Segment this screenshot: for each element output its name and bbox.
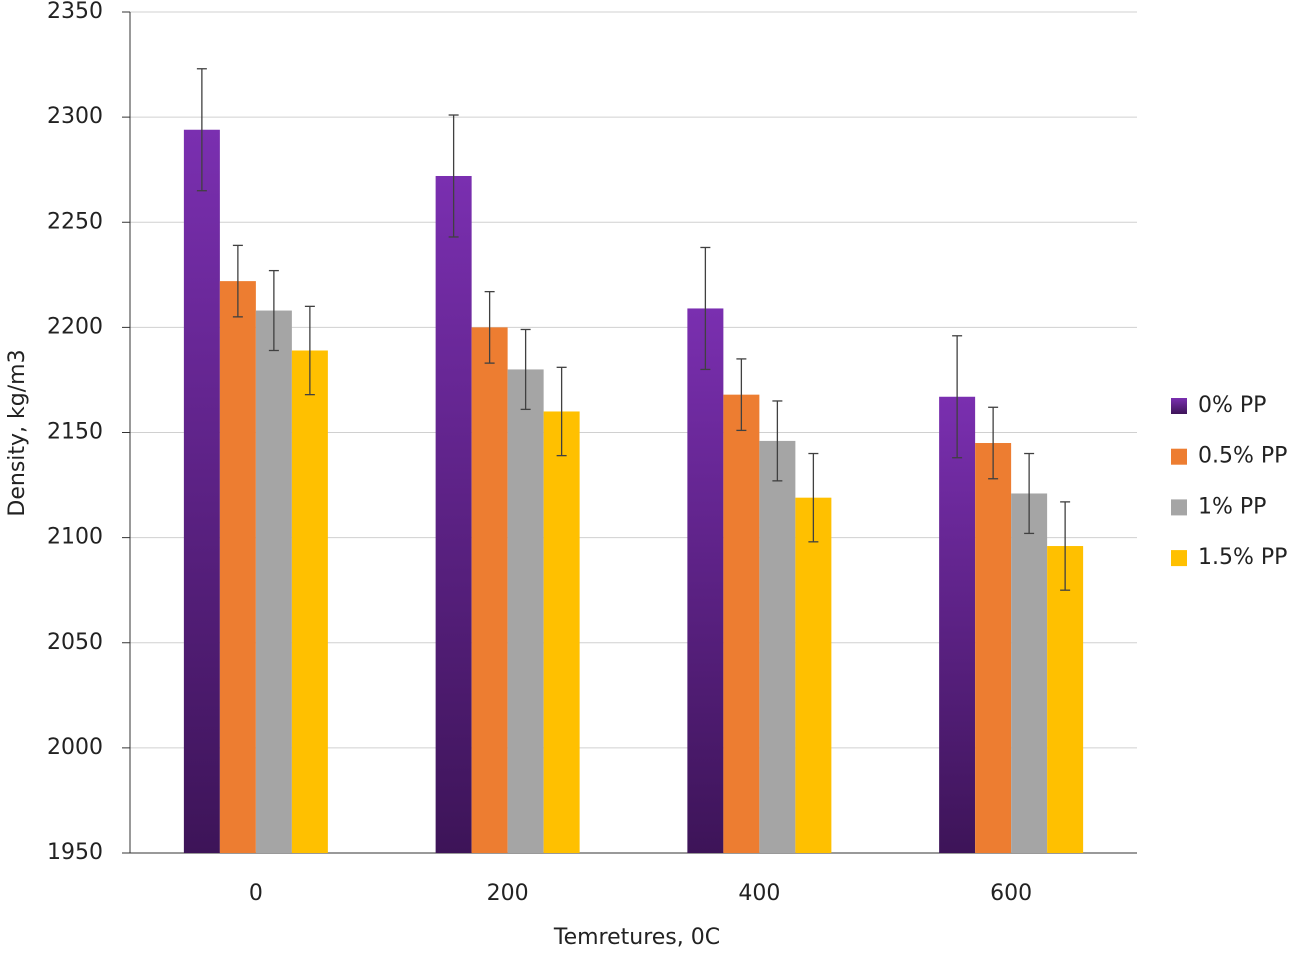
bar — [759, 440, 796, 853]
legend-swatch — [1171, 550, 1187, 567]
legend-swatch — [1171, 398, 1187, 414]
bar — [795, 497, 832, 853]
y-tick-label: 2250 — [47, 209, 103, 234]
x-tick-label: 0 — [249, 881, 263, 906]
bar — [687, 308, 724, 853]
x-tick-label: 200 — [487, 881, 529, 906]
bar — [507, 369, 544, 853]
y-tick-label: 1950 — [47, 840, 103, 865]
legend-label: 1.5% PP — [1198, 545, 1287, 570]
y-tick-label: 2050 — [47, 630, 103, 655]
x-tick-label: 400 — [738, 881, 780, 906]
y-tick-label: 2150 — [47, 420, 103, 445]
x-tick-label: 600 — [990, 881, 1032, 906]
bar — [219, 281, 256, 853]
legend-label: 1% PP — [1198, 494, 1266, 519]
y-tick-label: 2100 — [47, 525, 103, 550]
y-tick-label: 2300 — [47, 104, 103, 129]
legend-label: 0.5% PP — [1198, 444, 1287, 469]
bar — [543, 411, 580, 853]
legend-swatch — [1171, 448, 1187, 465]
bar — [975, 443, 1012, 853]
bar — [723, 394, 760, 853]
bar — [939, 396, 976, 853]
bar — [1011, 493, 1048, 853]
y-axis-title: Density, kg/m3 — [5, 349, 30, 516]
legend-label: 0% PP — [1198, 393, 1266, 418]
legend-swatch — [1171, 499, 1187, 516]
bar — [1047, 546, 1084, 853]
y-tick-label: 2350 — [47, 0, 103, 24]
bar — [291, 350, 328, 853]
y-tick-label: 2000 — [47, 735, 103, 760]
bar — [435, 175, 472, 853]
bar — [255, 310, 292, 853]
y-tick-label: 2200 — [47, 314, 103, 339]
bar — [183, 129, 220, 854]
x-axis-title: Temretures, 0C — [553, 925, 720, 950]
bar — [471, 327, 508, 853]
